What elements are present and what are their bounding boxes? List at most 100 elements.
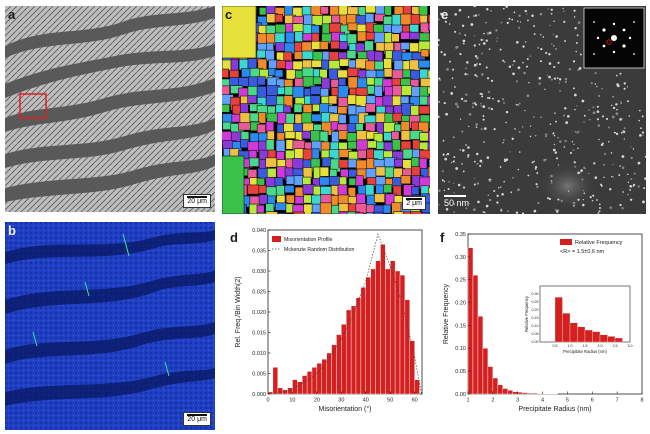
precipitate (582, 189, 585, 192)
legend-label-mean: <R> = 1.5±0.6 nm (560, 249, 605, 255)
grain (374, 193, 386, 203)
grain (284, 86, 294, 96)
grain (330, 78, 340, 88)
grain (258, 184, 267, 194)
precipitate (475, 123, 478, 126)
precipitate (518, 130, 521, 133)
grain (383, 67, 393, 78)
panel-c-grain-map: c 2 μm (222, 6, 430, 214)
precipitate (536, 171, 539, 174)
grain (293, 211, 305, 214)
precipitate (609, 206, 613, 209)
misorientation-ytick-label: 0.030 (252, 269, 266, 275)
grain (418, 32, 430, 42)
misorientation-legend: Misorientation Profile Mckenzie Random Di… (272, 236, 354, 253)
precipitate (596, 118, 600, 121)
grain (355, 95, 367, 107)
radius-ytick-label: 0.20 (455, 300, 466, 306)
precipitate (612, 163, 614, 166)
grain (277, 86, 286, 95)
precipitate (559, 140, 562, 143)
grain (268, 67, 277, 76)
precipitate (641, 115, 644, 118)
precipitate (573, 143, 575, 145)
precipitate (517, 188, 520, 192)
misorientation-bar (409, 340, 415, 395)
precipitate (455, 46, 458, 49)
precipitate (500, 21, 503, 24)
precipitate (514, 128, 516, 130)
precipitate (548, 62, 552, 65)
precipitate (476, 182, 480, 185)
precipitate (601, 115, 605, 118)
grain (428, 33, 430, 42)
precipitate (442, 153, 445, 156)
grain (320, 88, 329, 98)
grain (418, 59, 430, 69)
precipitate (438, 189, 441, 192)
precipitate (531, 14, 534, 18)
precipitate (580, 169, 583, 172)
precipitate (511, 137, 514, 140)
precipitate (453, 136, 455, 138)
grain (285, 194, 295, 204)
grain (346, 211, 360, 214)
precipitate (596, 105, 599, 108)
precipitate (454, 30, 457, 33)
grain (274, 14, 284, 23)
grain (222, 121, 233, 130)
grain-orientation-map (222, 6, 430, 214)
precipitate (440, 12, 443, 16)
precipitate (524, 41, 527, 43)
misorientation-xtick-label: 0 (266, 398, 269, 404)
precipitate (572, 60, 576, 63)
precipitate (539, 12, 543, 16)
precipitate (552, 33, 554, 35)
misorientation-bar (394, 270, 401, 395)
precipitate (444, 157, 448, 161)
precipitate (522, 45, 525, 48)
precipitate (550, 180, 553, 182)
panel-a-sem-image: a 20 μm (5, 6, 215, 212)
precipitate (565, 81, 567, 83)
precipitate (574, 109, 576, 111)
precipitate (553, 65, 556, 69)
inset-xtick-label: 1.5 (583, 344, 588, 348)
grain (249, 195, 261, 205)
precipitate (474, 103, 477, 106)
precipitate (615, 103, 618, 106)
precipitate (487, 91, 491, 94)
precipitate (632, 185, 634, 187)
grain (427, 14, 430, 25)
precipitate (486, 8, 489, 11)
grain (373, 159, 386, 168)
precipitate (524, 109, 526, 112)
grain (428, 130, 430, 143)
precipitate (550, 78, 553, 81)
misorientation-bar (360, 287, 366, 395)
precipitate (462, 39, 466, 43)
grain (410, 14, 421, 25)
precipitate (505, 110, 509, 114)
precipitate (592, 111, 596, 115)
precipitate (537, 201, 540, 205)
grain (320, 6, 329, 15)
precipitate (438, 203, 440, 206)
precipitate (554, 208, 557, 212)
panel-e-scale-text: 50 nm (444, 198, 470, 208)
precipitate (609, 188, 612, 191)
grain (277, 213, 290, 214)
misorientation-ytick-label: 0.040 (252, 228, 266, 234)
precipitate (547, 8, 549, 10)
precipitate (553, 134, 556, 137)
precipitate (616, 83, 619, 86)
precipitate (642, 134, 644, 136)
grain (427, 69, 430, 81)
precipitate (483, 141, 485, 143)
precipitate (550, 43, 553, 46)
precipitate (630, 178, 633, 181)
panel-e-tem-image: e 50 nm (438, 6, 646, 214)
precipitate (540, 116, 542, 118)
legend-label-random: Mckenzie Random Distribution (284, 247, 354, 253)
precipitate (493, 190, 496, 192)
